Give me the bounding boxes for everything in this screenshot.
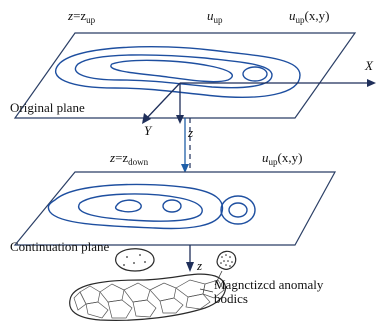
label-z-up: z=zup (67, 8, 96, 25)
x-axis-arrowhead (367, 79, 376, 87)
z-axis-lower-arrowhead (186, 262, 194, 272)
label-axis-z-lower: z (196, 258, 202, 273)
lower-axes (186, 245, 194, 272)
lower-peak-inner (228, 202, 248, 218)
original-plane (13, 32, 357, 119)
lower-peak-outer (220, 195, 256, 225)
label-u-up-xy-bottom: uup(x,y) (262, 150, 302, 167)
original-plane-axes (142, 79, 376, 190)
anomaly-pointer-large (199, 288, 214, 293)
label-u-up-xy-top: uup(x,y) (289, 8, 329, 25)
anomaly-body-dotted (216, 250, 237, 270)
label-anomaly-line2: bodics (214, 291, 248, 306)
lower-contour-outer (47, 183, 224, 230)
contour-middle (74, 54, 273, 89)
anomaly-body-dotted-dots (220, 254, 233, 267)
z-axis-upper-arrowhead (176, 115, 184, 124)
label-anomaly-line1: Magnctizcd anomaly (214, 277, 324, 292)
y-axis (145, 82, 181, 120)
plane-connector (181, 118, 189, 173)
label-z-down: z=zdown (109, 150, 149, 167)
connector-arrowhead (181, 164, 189, 173)
label-axis-y: Y (144, 123, 153, 138)
contour-inner (110, 59, 233, 83)
contour-small-peak (242, 66, 268, 82)
continuation-plane (13, 171, 337, 246)
label-axis-x: X (364, 58, 374, 73)
lower-contour-middle (77, 193, 203, 222)
label-u-up: uup (207, 8, 223, 25)
anomaly-body-small (115, 248, 155, 272)
anomaly-pointer-dotted (214, 270, 223, 286)
label-original-plane: Original plane (10, 100, 85, 115)
label-axis-z-upper: z (187, 125, 193, 140)
lower-contour-inner-left (114, 199, 142, 213)
lower-contour-inner-right (162, 199, 182, 213)
continuation-plane-contours (47, 183, 256, 230)
anomaly-body-large-cells (73, 279, 225, 319)
anomaly-bodies (69, 248, 237, 321)
anomaly-body-small-dots (123, 254, 146, 266)
contour-outer (54, 46, 301, 98)
original-plane-contours (54, 46, 301, 98)
y-axis-arrowhead (142, 113, 151, 124)
label-continuation-plane: Continuation plane (10, 239, 110, 254)
